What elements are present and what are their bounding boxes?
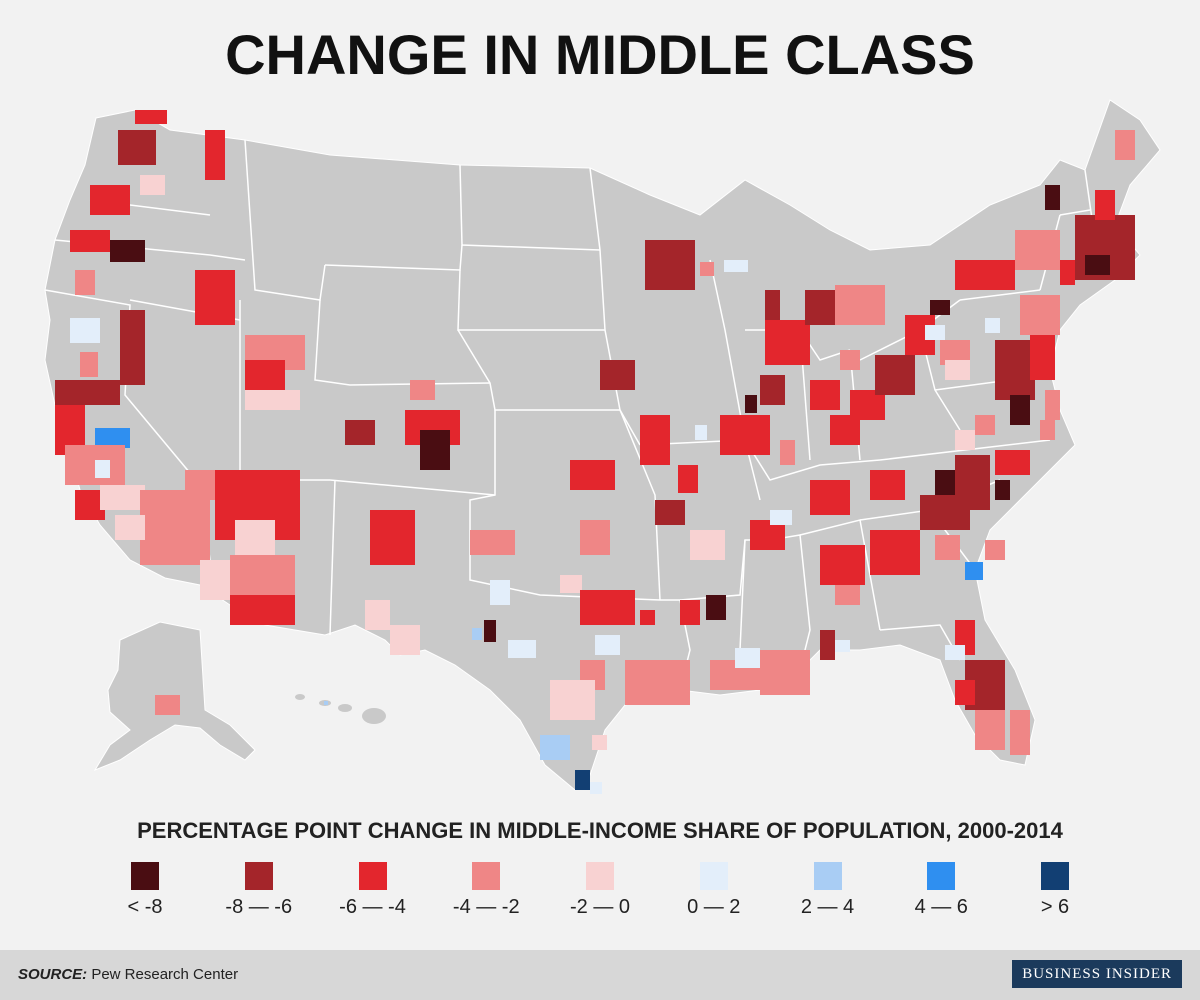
source-label: SOURCE: (18, 966, 88, 983)
legend-swatch (927, 862, 956, 890)
legend-item: < -8 (90, 862, 200, 922)
legend-title: PERCENTAGE POINT CHANGE IN MIDDLE-INCOME… (137, 818, 1063, 843)
legend-label: -2 — 0 (569, 896, 631, 918)
legend: < -8 -8 — -6 -6 — -4 -4 — -2 -2 — 0 0 — … (90, 862, 1110, 922)
legend-item: > 6 (1000, 862, 1110, 922)
source-credit: SOURCE: Pew Research Center (18, 966, 238, 983)
legend-swatch (813, 862, 842, 890)
legend-swatch (472, 862, 501, 890)
metro-markers (55, 110, 1135, 794)
legend-swatch (586, 862, 614, 890)
us-map-svg (44, 99, 1161, 794)
legend-label: < -8 (127, 896, 163, 918)
legend-item: -8 — -6 (204, 862, 314, 922)
hawaii-islands (295, 694, 386, 724)
map-title: CHANGE IN MIDDLE CLASS (225, 23, 975, 86)
source-text: Pew Research Center (87, 966, 239, 983)
legend-label: -6 — -4 (339, 896, 406, 918)
legend-item: -2 — 0 (545, 862, 655, 922)
legend-item: 4 — 6 (886, 862, 996, 922)
us-map (0, 90, 1200, 810)
footer-bar: SOURCE: Pew Research Center BUSINESS INS… (0, 950, 1200, 1000)
legend-label: -4 — -2 (452, 896, 520, 918)
business-insider-logo: BUSINESS INSIDER (1012, 960, 1182, 988)
legend-swatch (131, 862, 159, 890)
legend-label: 2 — 4 (800, 896, 855, 918)
legend-swatch (244, 862, 273, 890)
legend-item: -6 — -4 (318, 862, 428, 922)
legend-swatch (358, 862, 387, 890)
legend-label: 0 — 2 (687, 896, 741, 918)
legend-label: > 6 (1040, 896, 1070, 918)
legend-label: -8 — -6 (225, 896, 293, 918)
legend-item: 0 — 2 (659, 862, 769, 922)
legend-item: -4 — -2 (431, 862, 541, 922)
legend-item: 2 — 4 (773, 862, 883, 922)
legend-swatch (699, 862, 728, 890)
legend-label: 4 — 6 (914, 896, 968, 918)
legend-swatch (1041, 862, 1069, 890)
